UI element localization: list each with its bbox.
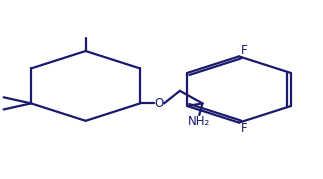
Text: F: F xyxy=(241,44,247,57)
Text: F: F xyxy=(241,122,247,135)
Text: NH₂: NH₂ xyxy=(188,115,210,128)
Text: O: O xyxy=(154,97,163,110)
